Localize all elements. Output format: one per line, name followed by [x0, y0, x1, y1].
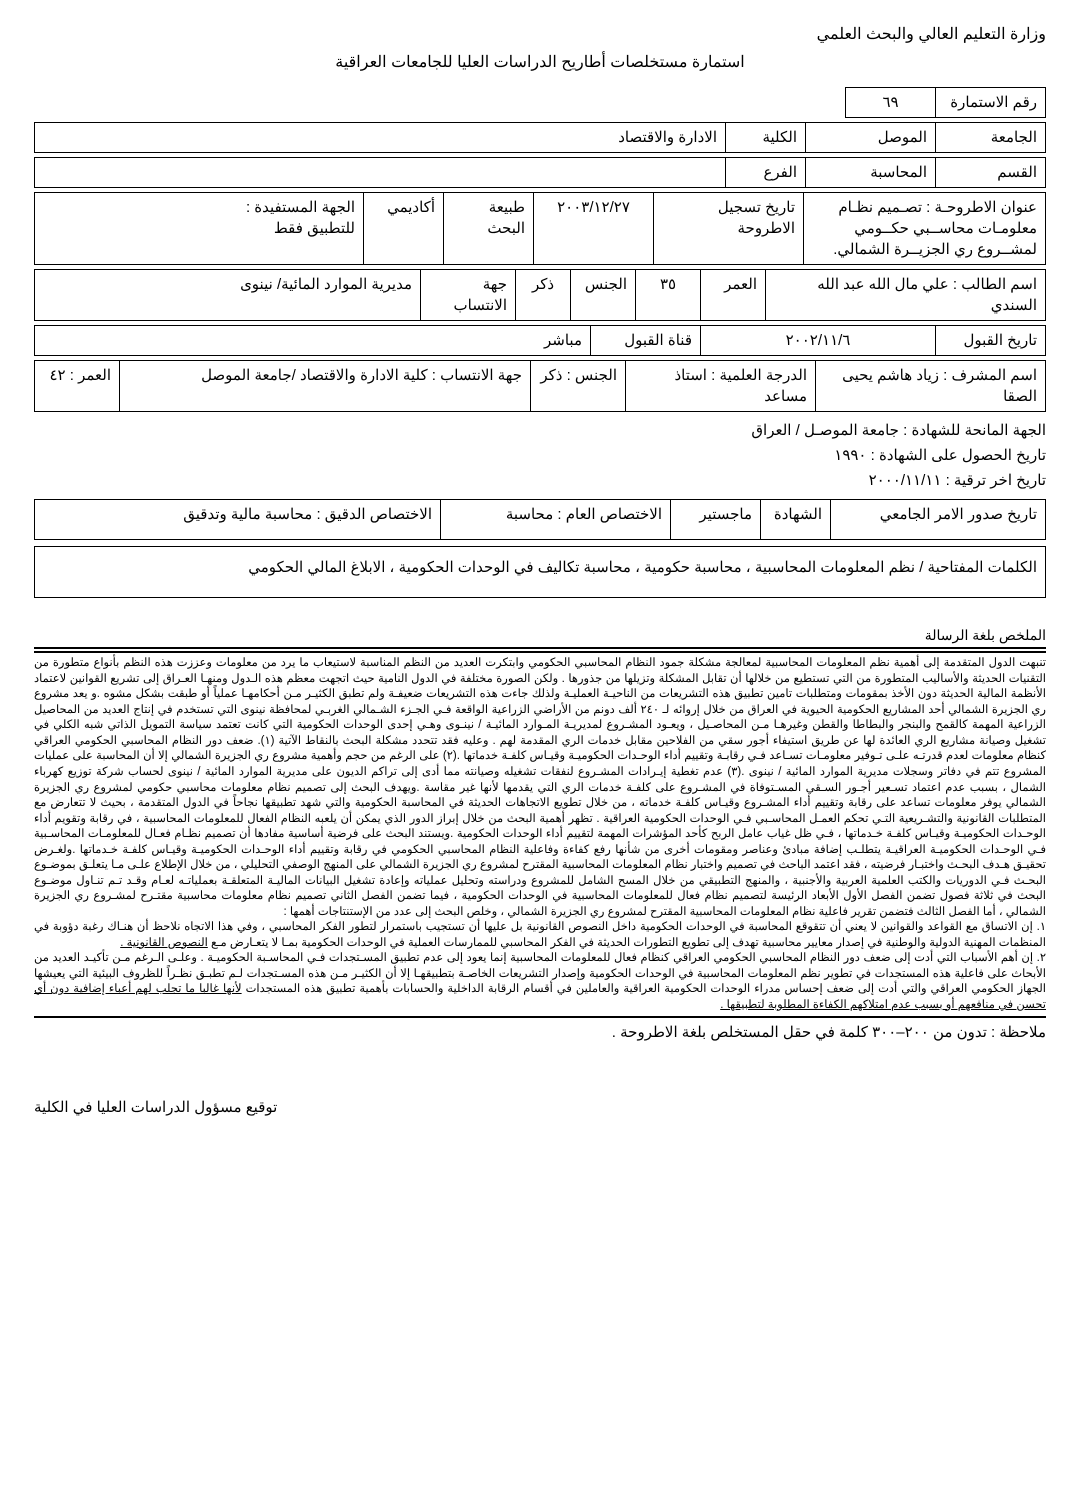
reg-date-value: ٢٠٠٣/١٢/٢٧: [534, 192, 654, 264]
last-promotion: تاريخ اخر ترقية : ٢٠٠٠/١١/١١: [34, 470, 1046, 491]
abstract-body: تنبهت الدول المتقدمة إلى أهمية نظم المعل…: [34, 651, 1046, 1018]
nature-value: أكاديمي: [364, 192, 444, 264]
note-line: ملاحظة : تدون من ٢٠٠–٣٠٠ كلمة في حقل الم…: [34, 1022, 1046, 1043]
age-value: ٣٥: [636, 269, 701, 320]
dept-value: المحاسبة: [806, 157, 936, 187]
sci-degree-cell: الدرجة العلمية : استاذ مساعد: [626, 360, 816, 411]
row-order: تاريخ صدور الامر الجامعي الشهادة ماجستير…: [34, 499, 1046, 540]
student-label: اسم الطالب :: [953, 276, 1037, 293]
beneficiary-cell: الجهة المستفيدة : للتطبيق فقط: [35, 192, 364, 264]
granting-body: الجهة المانحة للشهادة : جامعة الموصـل / …: [34, 420, 1046, 441]
gen-spec-value: محاسبة: [506, 506, 553, 523]
row-acceptance: تاريخ القبول ٢٠٠٢/١١/٦ قناة القبول مباشر: [34, 325, 1046, 356]
order-date-cell: تاريخ صدور الامر الجامعي: [831, 499, 1046, 539]
form-no-label: رقم الاستمارة: [936, 87, 1046, 117]
row-university: الجامعة الموصل الكلية الادارة والاقتصاد: [34, 122, 1046, 153]
ministry-header: وزارة التعليم العالي والبحث العلمي: [34, 24, 1046, 46]
cert-value: ماجستير: [671, 499, 761, 539]
gen-spec-label: الاختصاص العام :: [557, 506, 662, 523]
supervisor-label: اسم المشرف :: [943, 367, 1037, 384]
row-student: اسم الطالب : علي مال الله عبد الله السند…: [34, 269, 1046, 321]
thesis-title-cell: عنوان الاطروحـة : تصـميم نظـام معلومـات …: [804, 192, 1046, 264]
keywords-box: الكلمات المفتاحية / نظم المعلومات المحاس…: [34, 546, 1046, 598]
abstract-p3: ٢. إن أهم الأسباب التي أدت إلى ضعف دور ا…: [34, 951, 1046, 1013]
gen-spec-cell: الاختصاص العام : محاسبة: [441, 499, 671, 539]
grant-date: تاريخ الحصول على الشهادة : ١٩٩٠: [34, 445, 1046, 466]
branch-label: الفرع: [726, 157, 806, 187]
channel-value: مباشر: [35, 325, 591, 355]
form-no-value: ٦٩: [846, 87, 936, 117]
branch-value: [35, 157, 726, 187]
abstract-p2: ١. إن الاتساق مع القواعد والقوانين لا يع…: [34, 920, 1046, 951]
supervisor-cell: اسم المشرف : زياد هاشم يحيى الصقا: [816, 360, 1046, 411]
reg-date-label: تاريخ تسجيل الاطروحة: [654, 192, 804, 264]
sup-gender-label: الجنس :: [567, 367, 617, 384]
sup-gender-cell: الجنس : ذكر: [531, 360, 626, 411]
university-label: الجامعة: [936, 122, 1046, 152]
beneficiary-value: للتطبيق فقط: [274, 220, 355, 237]
sci-degree-label: الدرجة العلمية :: [711, 367, 807, 384]
form-title: استمارة مستخلصات أطاريح الدراسات العليا …: [34, 52, 1046, 74]
gender-label: الجنس: [571, 269, 636, 320]
accept-date-label: تاريخ القبول: [936, 325, 1046, 355]
sup-gender-value: ذكر: [540, 367, 562, 384]
college-value: الادارة والاقتصاد: [35, 122, 726, 152]
affiliation-label: جهة الانتساب: [421, 269, 516, 320]
signature-line: توقيع مسؤول الدراسات العليا في الكلية: [34, 1097, 1046, 1118]
student-cell: اسم الطالب : علي مال الله عبد الله السند…: [766, 269, 1046, 320]
sup-age-label: العمر :: [70, 367, 111, 384]
sup-age-cell: العمر : ٤٢: [35, 360, 120, 411]
thesis-title-label: عنوان الاطروحـة: [935, 199, 1037, 216]
row-supervisor: اسم المشرف : زياد هاشم يحيى الصقا الدرجة…: [34, 360, 1046, 412]
abstract-p1: تنبهت الدول المتقدمة إلى أهمية نظم المعل…: [34, 656, 1046, 920]
channel-label: قناة القبول: [591, 325, 701, 355]
affiliation-value: مديرية الموارد المائية/ نينوى: [35, 269, 421, 320]
college-label: الكلية: [726, 122, 806, 152]
accept-date-value: ٢٠٠٢/١١/٦: [701, 325, 936, 355]
fine-spec-cell: الاختصاص الدقيق : محاسبة مالية وتدقيق: [35, 499, 441, 539]
fine-spec-label: الاختصاص الدقيق :: [316, 506, 432, 523]
sup-affil-label: جهة الانتساب :: [432, 367, 522, 384]
sup-affil-value: كلية الادارة والاقتصاد /جامعة الموصل: [201, 367, 428, 384]
nature-label: طبيعة البحث: [444, 192, 534, 264]
abstract-title: الملخص بلغة الرسالة: [34, 626, 1046, 650]
university-value: الموصل: [806, 122, 936, 152]
sup-age-value: ٤٢: [49, 367, 65, 384]
form-number-table: رقم الاستمارة ٦٩: [34, 87, 1046, 118]
keywords-text: نظم المعلومات المحاسبية ، محاسبة حكومية …: [248, 559, 915, 576]
row-thesis: عنوان الاطروحـة : تصـميم نظـام معلومـات …: [34, 192, 1046, 265]
age-label: العمر: [701, 269, 766, 320]
info-block: الجهة المانحة للشهادة : جامعة الموصـل / …: [34, 420, 1046, 491]
sup-affil-cell: جهة الانتساب : كلية الادارة والاقتصاد /ج…: [120, 360, 531, 411]
cert-label: الشهادة: [761, 499, 831, 539]
keywords-label: الكلمات المفتاحية /: [919, 559, 1037, 576]
beneficiary-label: الجهة المستفيدة :: [246, 199, 355, 216]
gender-value: ذكر: [516, 269, 571, 320]
fine-spec-value: محاسبة مالية وتدقيق: [183, 506, 312, 523]
dept-label: القسم: [936, 157, 1046, 187]
order-date-label: تاريخ صدور الامر الجامعي: [880, 506, 1037, 523]
row-dept: القسم المحاسبة الفرع: [34, 157, 1046, 188]
